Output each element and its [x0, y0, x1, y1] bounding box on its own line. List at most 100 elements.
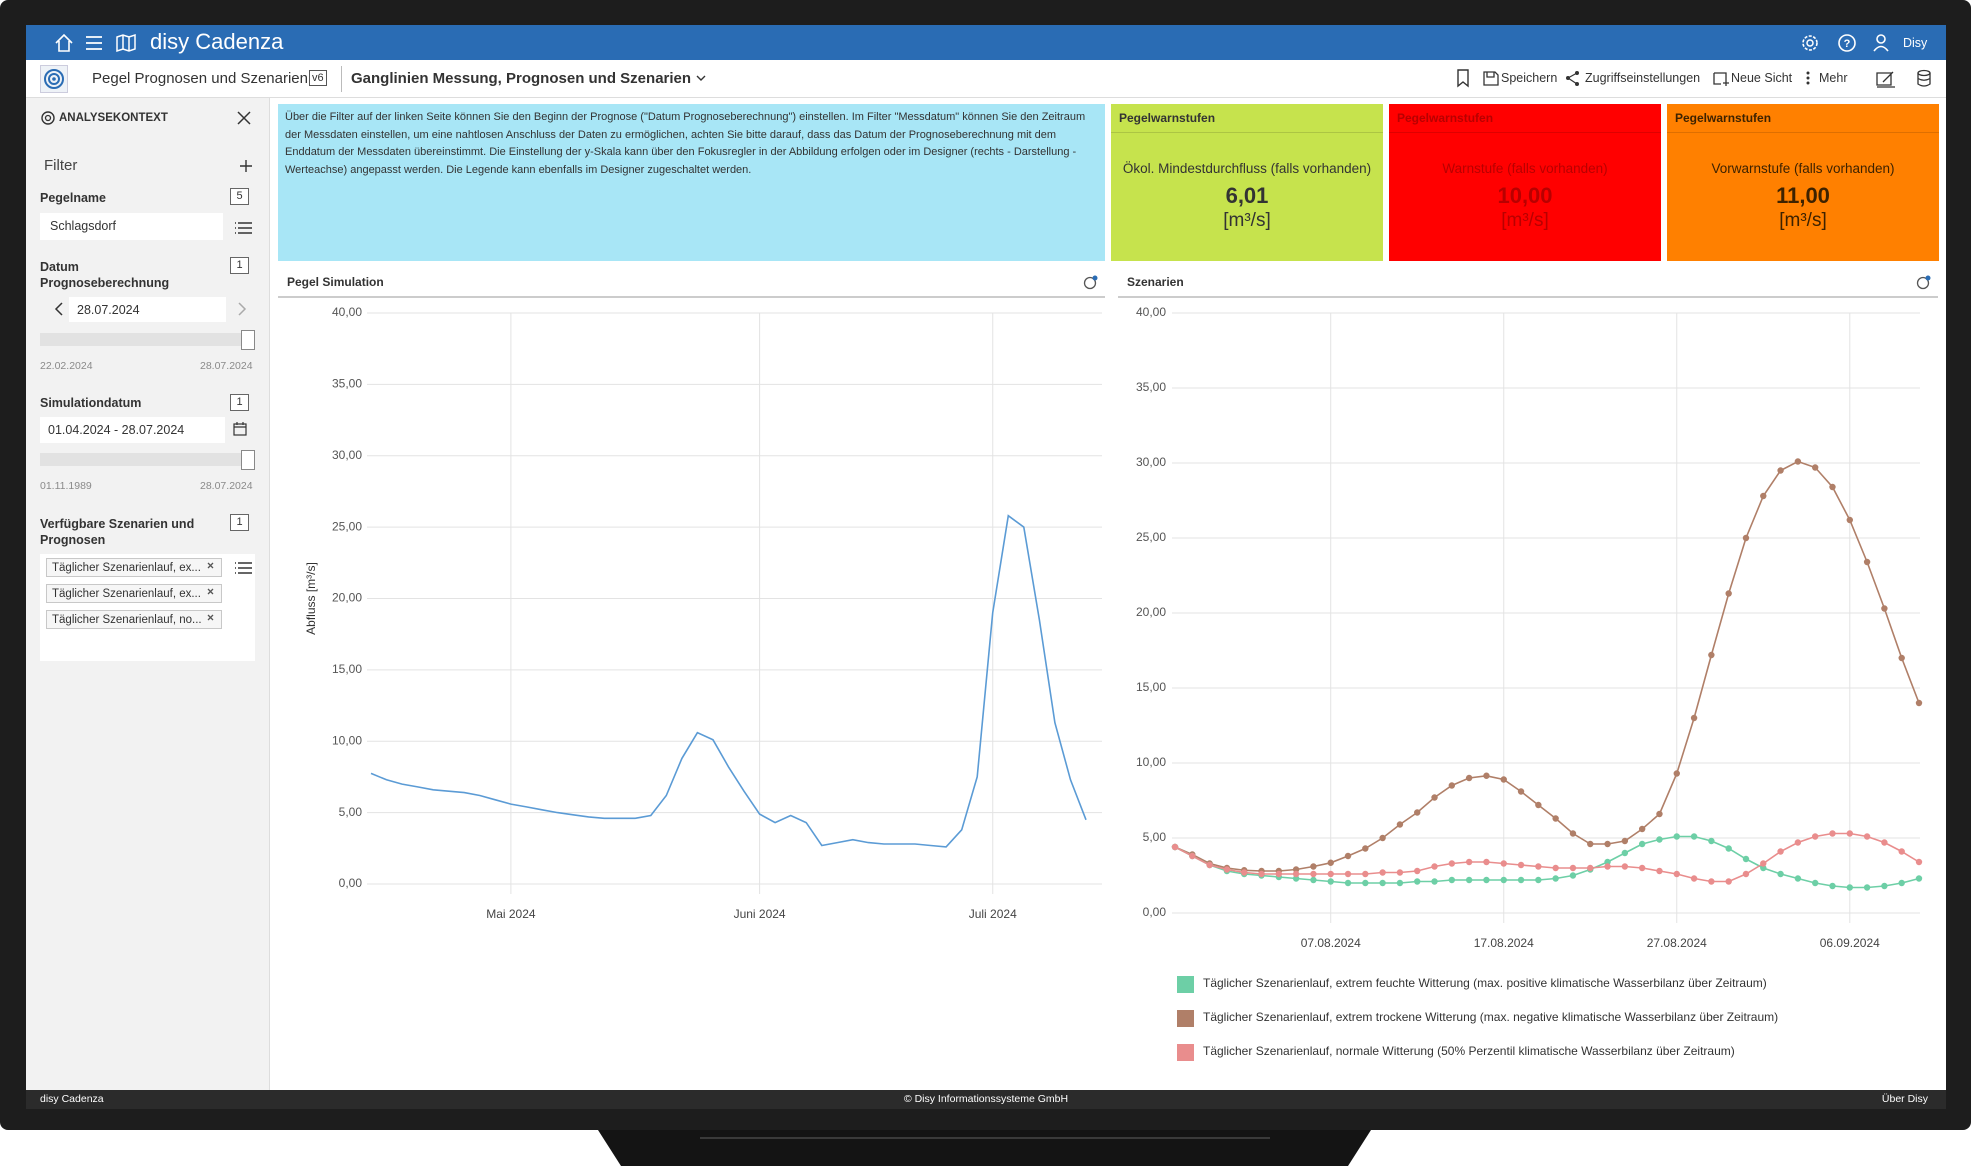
- legend-item[interactable]: Täglicher Szenarienlauf, normale Witteru…: [1177, 1044, 1735, 1061]
- legend-swatch: [1177, 976, 1194, 993]
- range-min: 01.11.1989: [40, 480, 92, 492]
- point: [1811, 833, 1819, 840]
- chart-title: Szenarien: [1127, 275, 1184, 289]
- app-title: disy Cadenza: [150, 29, 284, 54]
- y-tick-label: 15,00: [332, 662, 362, 676]
- point: [1638, 825, 1646, 833]
- action-access[interactable]: Zugriffseinstellungen: [1585, 71, 1701, 85]
- point: [1794, 458, 1802, 465]
- point: [1414, 878, 1421, 885]
- point: [1396, 869, 1404, 876]
- action-save[interactable]: Speichern: [1501, 71, 1558, 85]
- point: [1829, 483, 1836, 491]
- point: [1811, 879, 1819, 887]
- point: [1535, 863, 1542, 870]
- y-tick-label: 25,00: [332, 519, 362, 533]
- point: [1310, 870, 1317, 878]
- nav-icons[interactable]: [54, 32, 154, 54]
- y-tick-label: 25,00: [1136, 530, 1166, 544]
- slider-handle[interactable]: [241, 450, 255, 470]
- warn-card: Pegelwarnstufen Warnstufe (falls vorhande…: [1389, 104, 1661, 261]
- point: [1310, 876, 1317, 884]
- point: [1725, 878, 1732, 885]
- y-tick-label: 30,00: [1136, 455, 1166, 469]
- action-new-view[interactable]: Neue Sicht: [1731, 71, 1793, 85]
- y-tick-label: 35,00: [1136, 380, 1166, 394]
- point: [1846, 884, 1853, 891]
- point: [1898, 654, 1905, 662]
- calendar-icon[interactable]: [232, 421, 248, 437]
- y-tick-label: 35,00: [332, 377, 362, 391]
- point: [1431, 794, 1438, 801]
- point: [1171, 843, 1179, 851]
- point: [1760, 864, 1767, 872]
- point: [1638, 864, 1646, 872]
- point: [1915, 699, 1923, 707]
- point: [1552, 864, 1559, 872]
- point: [1690, 714, 1698, 722]
- slider-track[interactable]: [40, 333, 242, 346]
- point: [1258, 870, 1265, 878]
- point: [1327, 870, 1334, 878]
- point: [1794, 875, 1802, 882]
- chart-title: Pegel Simulation: [287, 275, 384, 289]
- point: [1483, 876, 1490, 884]
- point: [1448, 860, 1456, 867]
- point: [1552, 815, 1559, 822]
- workbook-name[interactable]: Pegel Prognosen und Szenarien: [92, 70, 308, 87]
- y-tick-label: 30,00: [332, 448, 362, 462]
- footer-right[interactable]: Über Disy: [1881, 1093, 1928, 1105]
- toolbar-icons: [1457, 69, 1931, 88]
- version-badge: v6: [309, 70, 327, 86]
- point: [1206, 861, 1213, 869]
- slider-track[interactable]: [40, 453, 242, 466]
- dropdown[interactable]: [40, 213, 223, 240]
- view-selector[interactable]: Ganglinien Messung, Prognosen und Szenar…: [351, 70, 706, 87]
- user-name[interactable]: Disy: [1903, 36, 1928, 50]
- point: [1760, 860, 1767, 867]
- point: [1569, 830, 1577, 837]
- header-icons[interactable]: ?: [1798, 32, 1898, 54]
- point: [1846, 516, 1853, 524]
- point: [1500, 776, 1507, 783]
- point: [1292, 875, 1300, 882]
- point: [1811, 464, 1819, 471]
- card-unit: [m³/s]: [1223, 210, 1271, 231]
- legend-item[interactable]: Täglicher Szenarienlauf, extrem feuchte …: [1177, 976, 1767, 993]
- point: [1725, 590, 1732, 597]
- tag[interactable]: Täglicher Szenarienlauf, no...: [46, 610, 222, 629]
- chart-menu-icon[interactable]: [1083, 275, 1098, 290]
- y-tick-label: 40,00: [1136, 305, 1166, 319]
- tag[interactable]: Täglicher Szenarienlauf, ex...: [46, 584, 222, 603]
- point: [1794, 839, 1802, 846]
- point: [1604, 858, 1611, 866]
- point: [1517, 788, 1525, 795]
- point: [1587, 864, 1594, 872]
- sidebar-title: ANALYSEKONTEXT: [59, 112, 168, 124]
- date-range-input[interactable]: [40, 417, 225, 443]
- card-unit: [m³/s]: [1501, 210, 1549, 231]
- point: [1656, 867, 1663, 875]
- point: [1881, 839, 1888, 846]
- point: [1379, 869, 1386, 876]
- footer-left: disy Cadenza: [40, 1093, 104, 1105]
- point: [1829, 830, 1836, 837]
- svg-text:?: ?: [1844, 38, 1851, 50]
- x-tick-label: 17.08.2024: [1474, 936, 1534, 950]
- chart-menu-icon[interactable]: [1916, 275, 1931, 290]
- slider-handle[interactable]: [241, 330, 255, 350]
- action-more[interactable]: Mehr: [1819, 71, 1848, 85]
- tag-icons[interactable]: [205, 561, 260, 631]
- tag[interactable]: Täglicher Szenarienlauf, ex...: [46, 558, 222, 577]
- point: [1742, 855, 1750, 863]
- point: [1448, 782, 1456, 789]
- y-tick-label: 20,00: [1136, 605, 1166, 619]
- point: [1604, 840, 1611, 848]
- point: [1777, 848, 1784, 855]
- point: [1863, 833, 1871, 840]
- date-input[interactable]: [69, 297, 226, 322]
- y-tick-label: 0,00: [339, 876, 363, 890]
- legend-item[interactable]: Täglicher Szenarienlauf, extrem trockene…: [1177, 1010, 1778, 1027]
- card-value: 11,00: [1776, 183, 1830, 208]
- point: [1742, 870, 1750, 878]
